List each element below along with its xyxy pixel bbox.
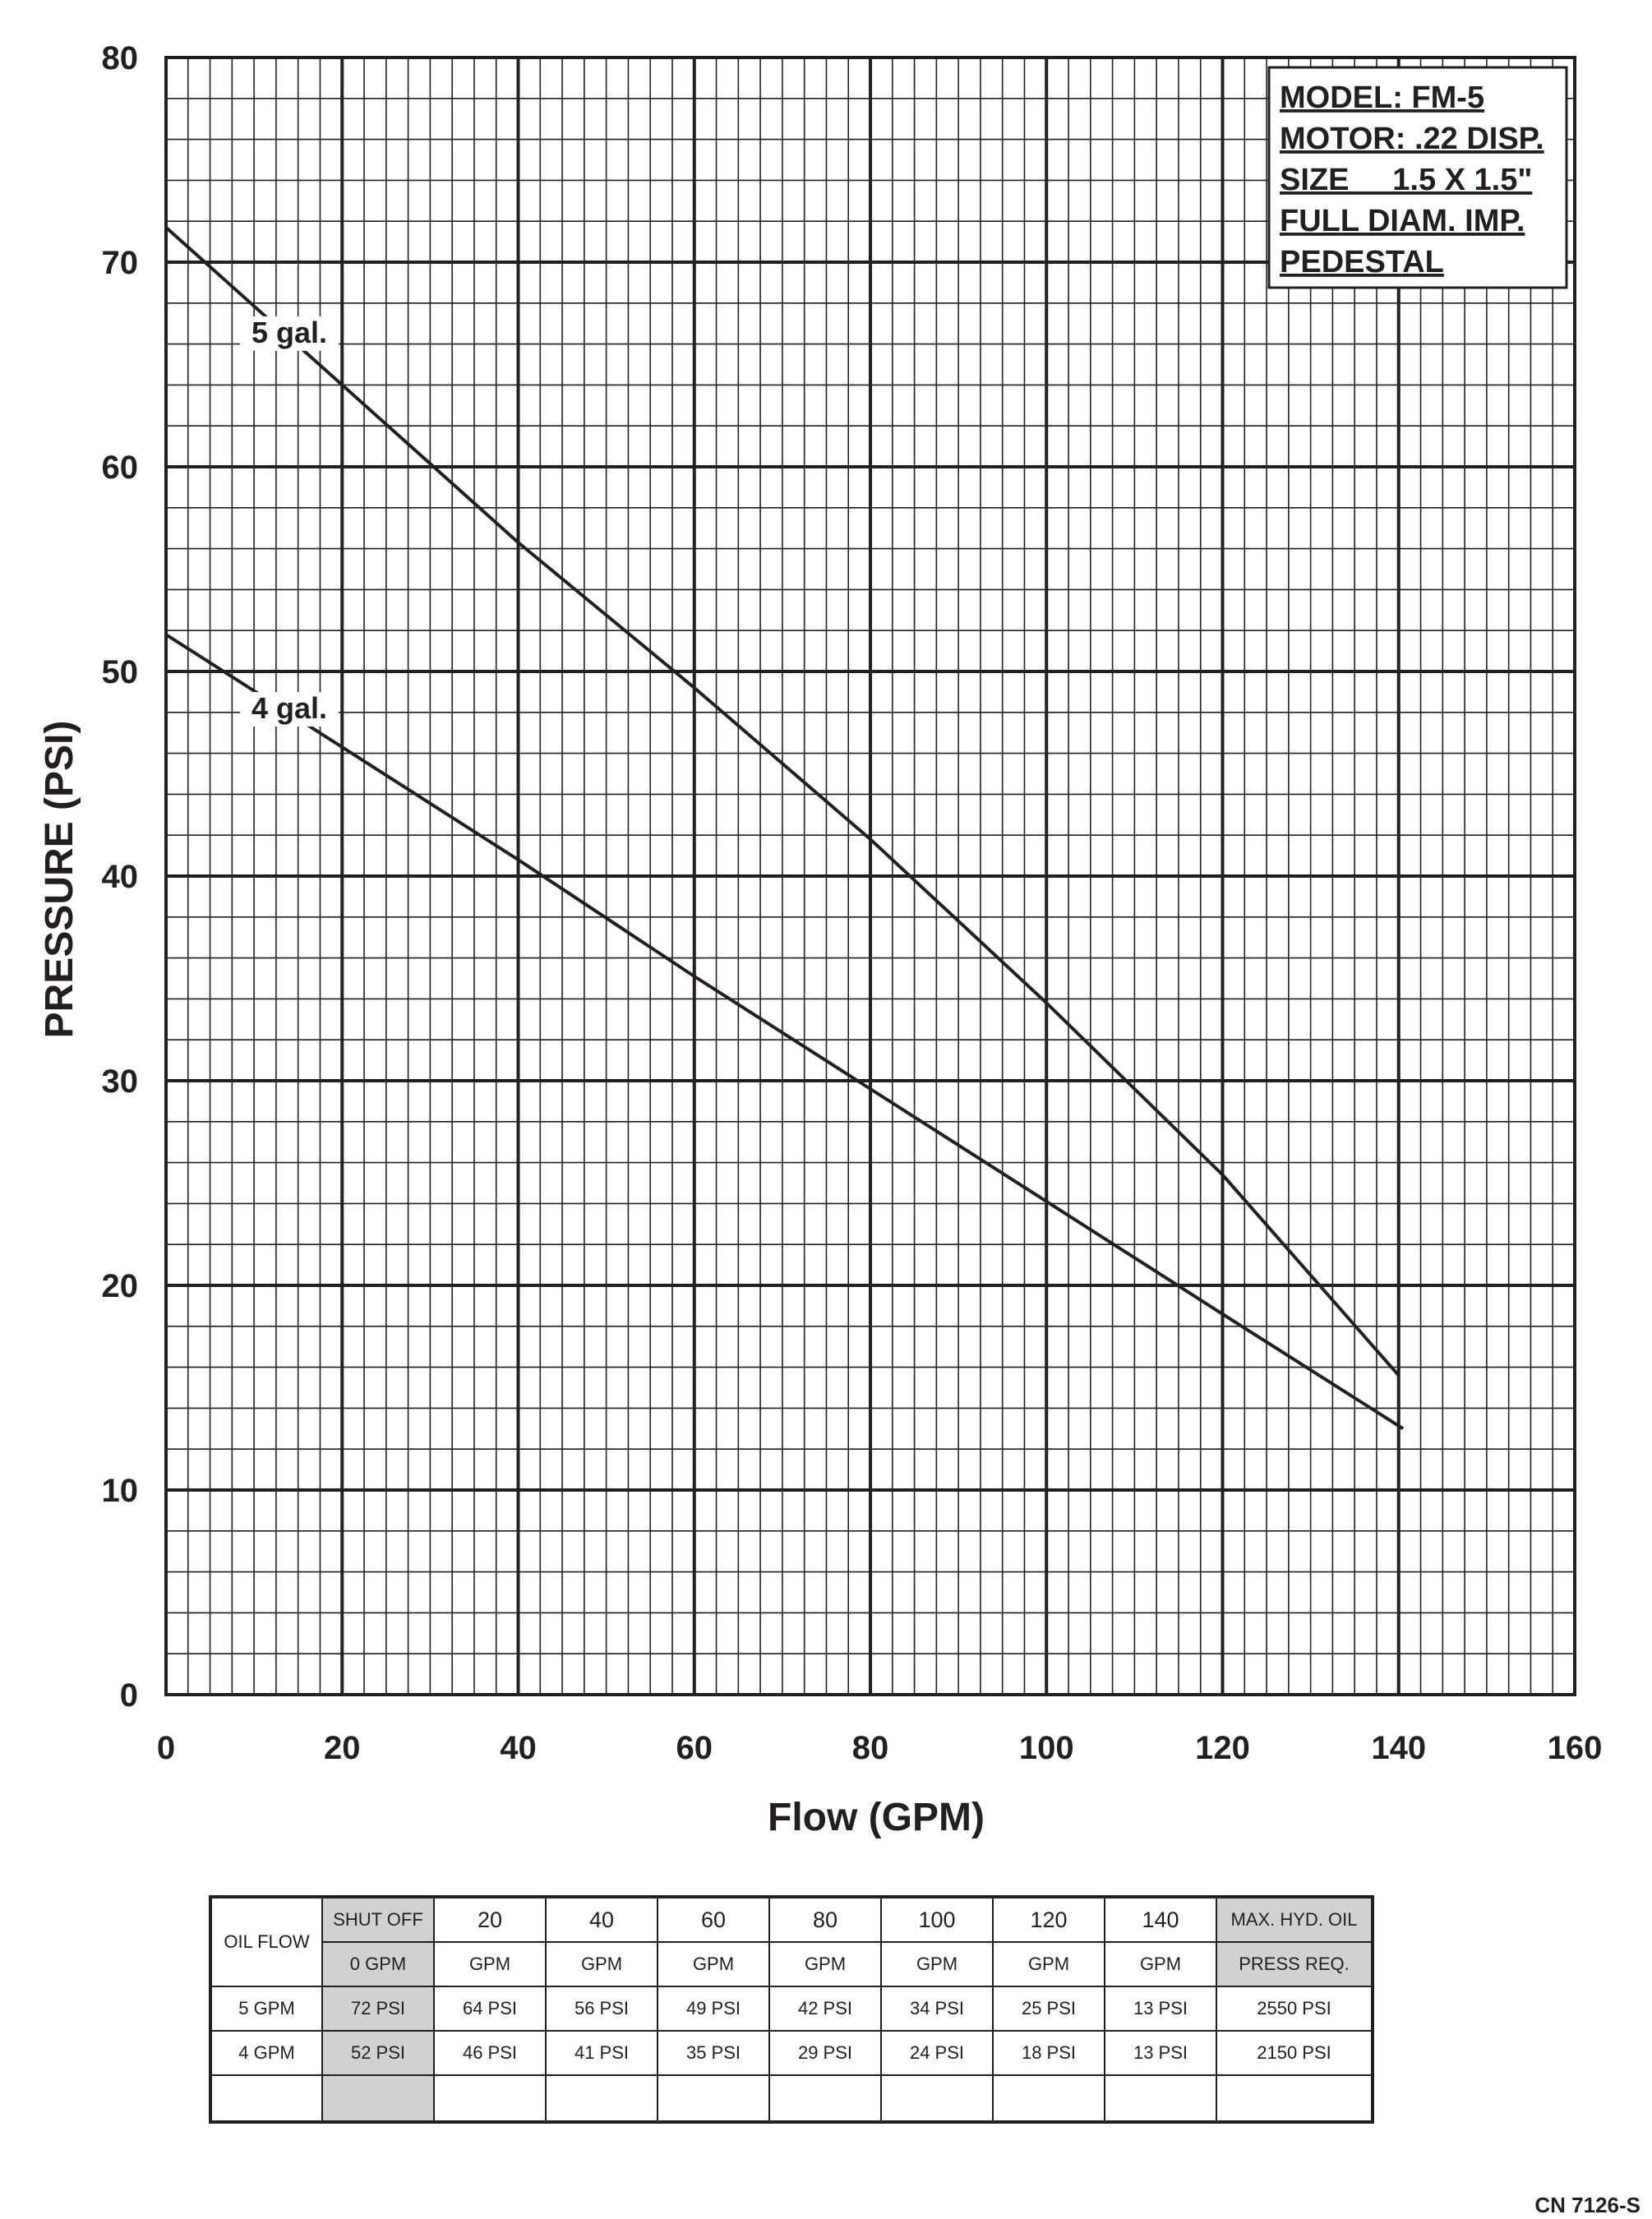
document-code: CN 7126-S [1534,2193,1640,2217]
table-cell: 29 PSI [768,2030,882,2076]
table-header-flow: 60 [657,1896,770,1943]
table-header-unit: GPM [1104,1941,1217,1987]
max-pressure-header: MAX. HYD. OIL [1216,1896,1373,1943]
max-pressure-cell: 2550 PSI [1216,1986,1373,2032]
table-cell: 56 PSI [545,1986,658,2032]
x-tick-label: 60 [676,1730,713,1766]
x-tick-label: 20 [324,1730,361,1766]
table-cell: 18 PSI [992,2030,1105,2076]
info-line: SIZE 1.5 X 1.5" [1280,163,1532,197]
y-tick-label: 50 [102,654,139,690]
series-line [164,226,1401,1377]
info-box-border [1267,66,1568,289]
y-tick-label: 30 [102,1063,139,1100]
y-axis-title: PRESSURE (PSI) [38,721,81,1039]
series-labels: 5 gal. 4 gal. [239,316,339,727]
y-tick-label: 70 [102,245,139,281]
table-header-flow: 80 [768,1896,882,1943]
x-tick-label: 120 [1195,1730,1250,1766]
table-header-flow: 40 [545,1896,658,1943]
x-tick-label: 140 [1371,1730,1426,1766]
y-tick-label: 60 [102,450,139,486]
row-label: 5 GPM [210,1986,323,2032]
max-pressure-header-sub: PRESS REQ. [1216,1941,1373,1987]
table-header-unit: GPM [545,1941,658,1987]
oil-flow-header: OIL FLOW [210,1896,323,1987]
x-tick-label: 80 [852,1730,889,1766]
table-cell: 25 PSI [992,1986,1105,2032]
table-header-flow: 120 [992,1896,1105,1943]
table-header-unit: GPM [657,1941,770,1987]
x-tick-labels: 0 20 40 60 80 100 120 140 160 [157,1730,1603,1766]
table-header-flow: SHUT OFF [321,1896,435,1943]
plot-border [164,56,1576,1696]
performance-table: OIL FLOW SHUT OFF 20 40 60 80 100 120 140 MAX. HY… [209,1895,1374,2124]
series-label-background [239,316,339,351]
y-tick-label: 0 [120,1677,138,1714]
table-row: 4 GPM 52 PSI 46 PSI 41 PSI 35 PSI 29 PSI 24 PS… [210,2030,1373,2076]
table-cell: 24 PSI [880,2030,994,2076]
table-cell: 34 PSI [880,1986,994,2032]
y-tick-label: 10 [102,1473,139,1509]
y-tick-label: 20 [102,1268,139,1304]
table-cell: 41 PSI [545,2030,658,2076]
table-header-unit: GPM [880,1941,994,1987]
x-tick-label: 0 [157,1730,175,1766]
y-tick-labels: 0 10 20 30 40 50 60 70 80 [102,40,139,1714]
info-line: FULL DIAM. IMP. [1280,204,1525,238]
table-header-flow: 140 [1104,1896,1217,1943]
series-label-background [239,692,339,727]
empty-cell [880,2074,994,2123]
info-box: MODEL: FM-5 MOTOR: .22 DISP. SIZE 1.5 X 1.… [1267,66,1568,289]
x-tick-label: 40 [500,1730,537,1766]
row-label: 4 GPM [210,2030,323,2076]
empty-cell [210,2074,323,2123]
table-cell: 35 PSI [657,2030,770,2076]
table-row: 5 GPM 72 PSI 64 PSI 56 PSI 49 PSI 42 PSI 34 PS… [210,1986,1373,2032]
table-header-unit: 0 GPM [321,1941,435,1987]
max-pressure-cell: 2150 PSI [1216,2030,1373,2076]
y-tick-label: 80 [102,40,139,76]
table-cell: 13 PSI [1104,1986,1217,2032]
empty-cell [992,2074,1105,2123]
series-lines [164,226,1405,1430]
series-label: 4 gal. [251,691,327,725]
table-cell: 46 PSI [433,2030,547,2076]
info-line: PEDESTAL [1280,245,1444,279]
empty-cell [1216,2074,1373,2123]
empty-cell [321,2074,435,2123]
empty-cell [1104,2074,1217,2123]
empty-cell [768,2074,882,2123]
table-cell: 52 PSI [321,2030,435,2076]
x-tick-label: 160 [1548,1730,1603,1766]
table-header-flow: 100 [880,1896,994,1943]
empty-cell [433,2074,547,2123]
y-tick-label: 40 [102,859,139,895]
info-line: MOTOR: .22 DISP. [1280,122,1544,156]
x-tick-label: 100 [1019,1730,1074,1766]
table-cell: 42 PSI [768,1986,882,2032]
table-header-flow: 20 [433,1896,547,1943]
table-header-unit: GPM [433,1941,547,1987]
series-label: 5 gal. [251,316,327,349]
table-header-unit: GPM [768,1941,882,1987]
series-line [164,633,1405,1430]
empty-cell [545,2074,658,2123]
table-cell: 49 PSI [657,1986,770,2032]
table-cell: 13 PSI [1104,2030,1217,2076]
x-axis-title: Flow (GPM) [768,1796,985,1839]
info-line: MODEL: FM-5 [1280,81,1484,115]
table-cell: 64 PSI [433,1986,547,2032]
empty-cell [657,2074,770,2123]
table-header-unit: GPM [992,1941,1105,1987]
table-cell: 72 PSI [321,1986,435,2032]
